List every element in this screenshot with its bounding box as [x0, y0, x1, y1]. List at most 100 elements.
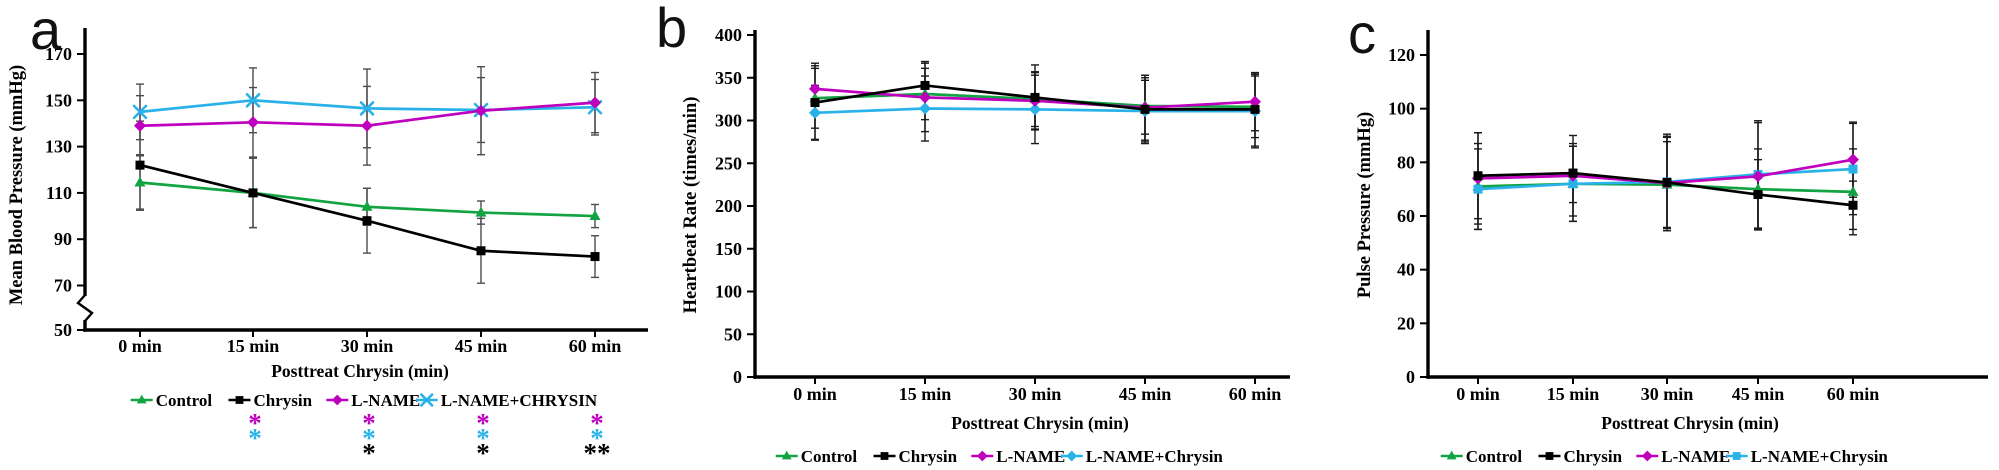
marker-square: [1030, 92, 1040, 102]
marker-square: [362, 216, 372, 226]
marker-square: [1473, 184, 1483, 194]
marker-square: [1568, 168, 1578, 178]
legend-item-Chrysin: Chrysin: [873, 447, 958, 466]
y-tick-label: 350: [715, 68, 742, 88]
panel-c: 120 100 80 60 40 20 0 0 min 15 min 30 min 45 min 60…: [1340, 0, 1999, 470]
significance-L-NAME+CHRYSIN: *: [362, 423, 376, 453]
y-tick-label: 70: [54, 276, 72, 296]
y-tick-label: 50: [724, 324, 742, 344]
marker-diamond: [475, 104, 487, 117]
marker-diamond: [247, 116, 259, 129]
series-Control: [134, 176, 601, 221]
legend-item-L-NAME+CHRYSIN: L-NAME+CHRYSIN: [415, 391, 598, 410]
marker-diamond: [134, 119, 146, 132]
series-Chrysin: [1473, 168, 1858, 210]
panel-a-chart: 170 150 130 110 90 70 50 0 min 15 min 30 min 45 mi…: [7, 28, 648, 468]
y-tick-label: 300: [715, 111, 742, 131]
axes: [753, 30, 1290, 379]
marker-square: [135, 160, 145, 170]
marker-diamond: [589, 96, 601, 109]
legend-item-Control: Control: [775, 447, 858, 466]
legend-label: Control: [801, 447, 858, 466]
error-bars: [136, 66, 599, 284]
panel-c-chart: 120 100 80 60 40 20 0 0 min 15 min 30 min 45 min 60…: [1355, 30, 1988, 466]
legend-label: Chrysin: [899, 447, 958, 466]
marker-square: [1753, 190, 1763, 200]
series-L-NAME+Chrysin: [809, 102, 1261, 119]
significance-L-NAME: *: [590, 408, 604, 438]
y-axis-ticks: 170 150 130 110 90 70 50: [45, 44, 85, 340]
x-tick-label: 60 min: [1827, 384, 1880, 404]
marker-square: [1662, 177, 1672, 187]
x-axis-ticks: 0 min 15 min 30 min 45 min 60 min: [118, 330, 621, 356]
panel-c-letter: c: [1348, 2, 1376, 65]
marker-square: [1848, 164, 1858, 174]
x-tick-label: 30 min: [341, 336, 394, 356]
y-tick-label: 150: [45, 90, 72, 110]
y-tick-label: 80: [1397, 152, 1415, 172]
marker-diamond: [919, 102, 931, 115]
y-tick-label: 200: [715, 196, 742, 216]
marker-triangle: [136, 394, 147, 404]
legend-item-L-NAME+Chrysin: L-NAME+Chrysin: [1060, 447, 1223, 466]
marker-triangle: [475, 206, 487, 217]
y-tick-label: 150: [715, 239, 742, 259]
x-tick-label: 0 min: [1456, 384, 1500, 404]
legend-item-L-NAME: L-NAME: [326, 391, 420, 410]
y-tick-label: 100: [1388, 99, 1415, 119]
legend: Control Chrysin L-NAME L-NAME+CHRYSIN: [130, 391, 598, 410]
x-tick-label: 15 min: [899, 384, 952, 404]
panel-b: 400 350 300 250 200 150 100 50 0 0 min 15 min 30 mi…: [660, 0, 1340, 470]
legend-item-Control: Control: [1440, 447, 1522, 466]
legend-item-L-NAME: L-NAME: [971, 447, 1065, 466]
legend-item-L-NAME+Chrysin: L-NAME+Chrysin: [1725, 447, 1888, 466]
legend: Control Chrysin L-NAME L-NAME+Chrysin: [775, 447, 1223, 466]
x-axis-title: Posttreat Chrysin (min): [271, 361, 449, 381]
x-tick-label: 45 min: [455, 336, 508, 356]
y-tick-label: 120: [1388, 45, 1415, 65]
x-axis-ticks: 0 min 15 min 30 min 45 min 60 min: [1456, 377, 1879, 404]
significance-L-NAME: *: [362, 408, 376, 438]
legend-label: Chrysin: [254, 391, 313, 410]
marker-diamond: [1066, 450, 1078, 462]
marker-triangle: [134, 176, 146, 187]
x-tick-label: 45 min: [1119, 384, 1172, 404]
marker-diamond: [361, 119, 373, 132]
legend-label: L-NAME: [996, 447, 1065, 466]
significance-Chrysin: *: [476, 438, 490, 468]
marker-x: [420, 393, 434, 407]
series-Chrysin: [135, 160, 600, 262]
legend-label: L-NAME: [351, 391, 420, 410]
panel-b-letter: b: [656, 0, 688, 59]
axes: [1426, 30, 1988, 379]
legend: Control Chrysin L-NAME L-NAME+Chrysin: [1440, 447, 1888, 466]
marker-square: [920, 80, 930, 90]
panel-a: 170 150 130 110 90 70 50 0 min 15 min 30 min 45 mi…: [0, 0, 660, 470]
marker-diamond: [919, 91, 931, 104]
marker-diamond: [1752, 170, 1764, 183]
marker-triangle: [589, 210, 601, 221]
y-tick-label: 170: [45, 44, 72, 64]
marker-diamond: [809, 82, 821, 95]
legend-label: L-NAME+CHRYSIN: [441, 391, 598, 410]
y-tick-label: 20: [1397, 313, 1415, 333]
y-tick-label: 60: [1397, 206, 1415, 226]
marker-square: [1848, 200, 1858, 210]
legend-item-Chrysin: Chrysin: [228, 391, 313, 410]
series-Chrysin: [810, 80, 1260, 114]
legend-label: L-NAME: [1661, 447, 1730, 466]
legend-label: Chrysin: [1564, 447, 1623, 466]
x-tick-label: 15 min: [227, 336, 280, 356]
x-tick-label: 15 min: [1547, 384, 1600, 404]
x-tick-label: 0 min: [118, 336, 162, 356]
marker-square: [880, 452, 889, 460]
marker-diamond: [1029, 103, 1041, 116]
marker-square: [248, 188, 258, 198]
x-tick-label: 45 min: [1732, 384, 1785, 404]
x-tick-label: 60 min: [1229, 384, 1282, 404]
marker-triangle: [1847, 185, 1859, 196]
marker-triangle: [781, 450, 792, 460]
legend-label: Control: [156, 391, 213, 410]
x-tick-label: 60 min: [569, 336, 622, 356]
legend-item-Control: Control: [130, 391, 213, 410]
